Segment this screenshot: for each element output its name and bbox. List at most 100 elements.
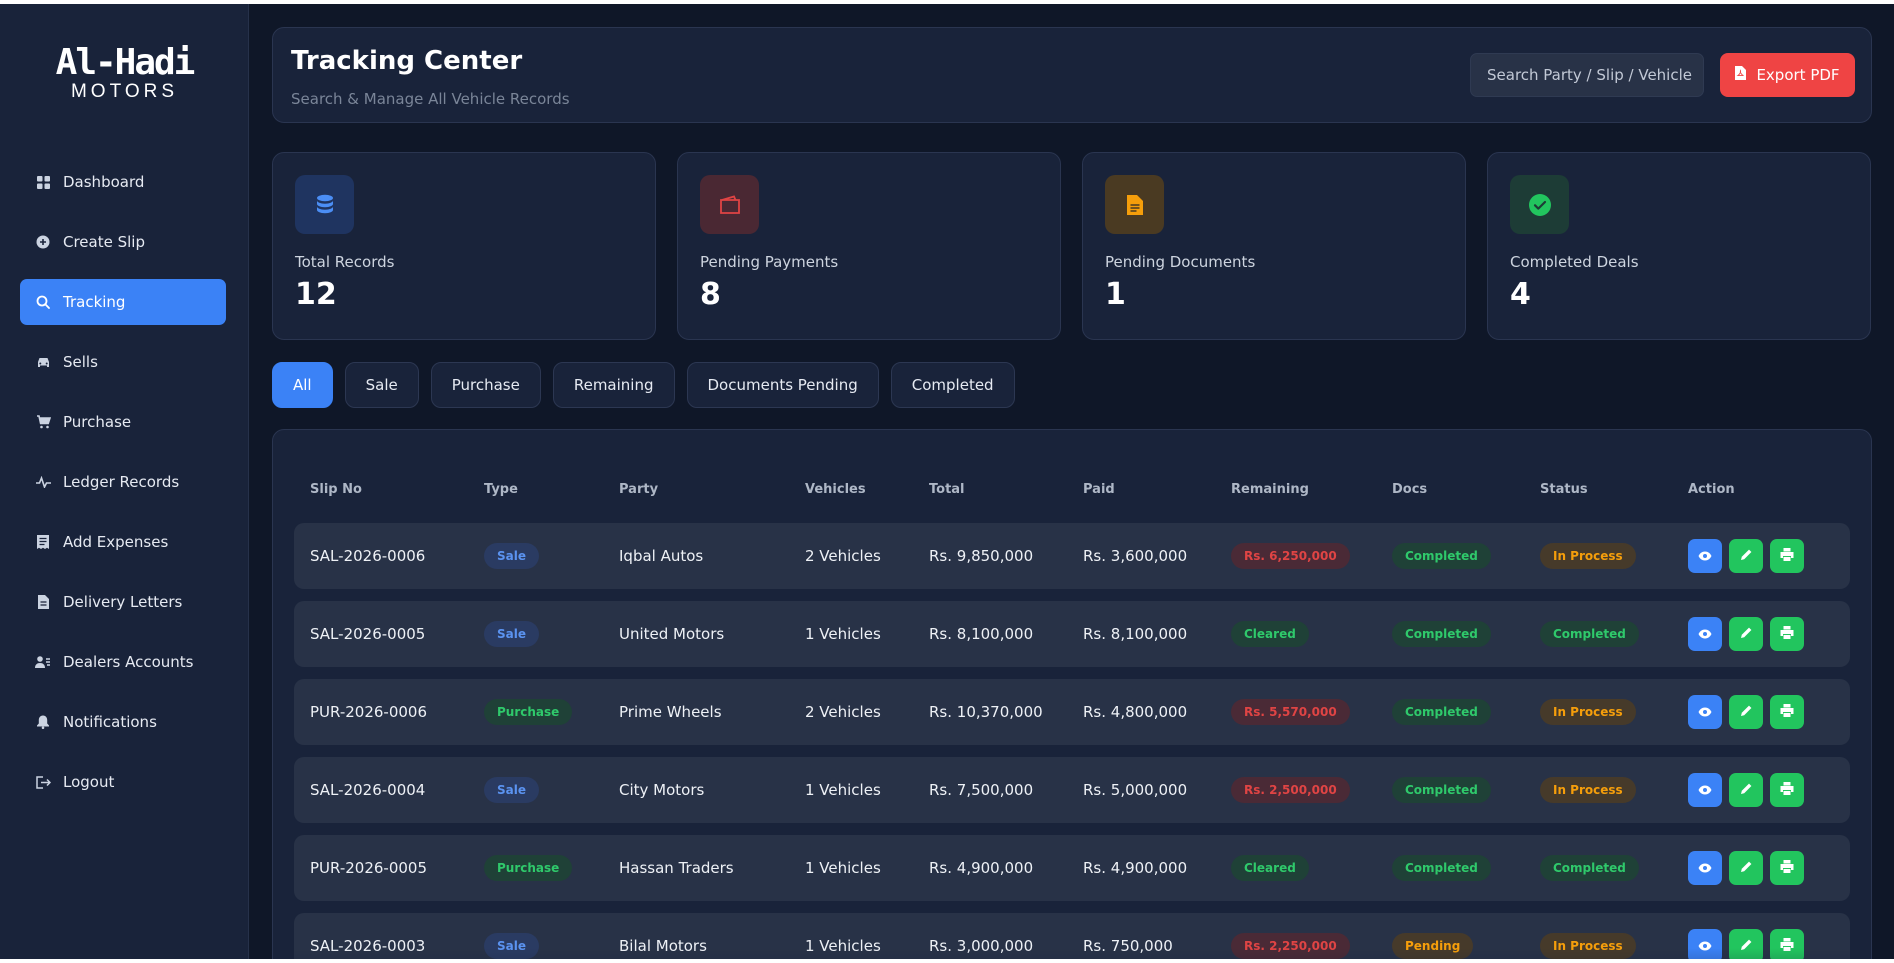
edit-button[interactable] [1729, 539, 1763, 573]
export-pdf-button[interactable]: Export PDF [1720, 53, 1855, 97]
sidebar-item-add-expenses[interactable]: Add Expenses [20, 519, 226, 565]
edit-button[interactable] [1729, 617, 1763, 651]
view-button[interactable] [1688, 929, 1722, 959]
vehicle-count: 1 Vehicles [805, 625, 881, 643]
docs-badge: Completed [1392, 777, 1491, 803]
database-icon [295, 175, 354, 234]
table-row[interactable]: SAL-2026-0004 Sale City Motors 1 Vehicle… [294, 757, 1850, 823]
sidebar-item-label: Sells [63, 353, 98, 371]
printer-icon [1780, 937, 1794, 955]
sidebar-item-ledger-records[interactable]: Ledger Records [20, 459, 226, 505]
pulse-icon [35, 474, 51, 490]
sidebar-item-label: Logout [63, 773, 115, 791]
total-amount: Rs. 4,900,000 [929, 859, 1034, 877]
paid-amount: Rs. 4,800,000 [1083, 703, 1188, 721]
remaining-badge: Rs. 2,250,000 [1231, 933, 1350, 959]
edit-button[interactable] [1729, 773, 1763, 807]
stat-label: Completed Deals [1510, 253, 1639, 271]
stat-value: 12 [295, 277, 337, 312]
filter-tabs: All Sale Purchase Remaining Documents Pe… [272, 362, 1015, 408]
filter-sale[interactable]: Sale [344, 362, 419, 408]
table-row[interactable]: SAL-2026-0003 Sale Bilal Motors 1 Vehicl… [294, 913, 1850, 959]
column-header-vehicles: Vehicles [805, 482, 866, 497]
sidebar-item-delivery-letters[interactable]: Delivery Letters [20, 579, 226, 625]
view-button[interactable] [1688, 851, 1722, 885]
print-button[interactable] [1770, 929, 1804, 959]
sidebar-item-tracking[interactable]: Tracking [20, 279, 226, 325]
print-button[interactable] [1770, 539, 1804, 573]
type-badge: Sale [484, 621, 539, 647]
filter-purchase[interactable]: Purchase [430, 362, 541, 408]
sidebar-nav: Dashboard Create Slip Tracking Sells Pur… [20, 159, 226, 819]
eye-icon [1698, 859, 1712, 877]
column-header-paid: Paid [1083, 482, 1115, 497]
type-badge: Purchase [484, 699, 573, 725]
brand-logo[interactable]: Al-Hadi MOTORS [0, 44, 249, 102]
sidebar-item-dealers-accounts[interactable]: Dealers Accounts [20, 639, 226, 685]
column-header-slip-no: Slip No [310, 482, 362, 497]
vehicle-count: 2 Vehicles [805, 703, 881, 721]
party-name: United Motors [619, 625, 725, 643]
sidebar-item-purchase[interactable]: Purchase [20, 399, 226, 445]
print-button[interactable] [1770, 851, 1804, 885]
sidebar-item-dashboard[interactable]: Dashboard [20, 159, 226, 205]
view-button[interactable] [1688, 539, 1722, 573]
sidebar-item-create-slip[interactable]: Create Slip [20, 219, 226, 265]
receipt-icon [35, 534, 51, 550]
search-input[interactable] [1470, 53, 1704, 97]
table-row[interactable]: PUR-2026-0006 Purchase Prime Wheels 2 Ve… [294, 679, 1850, 745]
paid-amount: Rs. 750,000 [1083, 937, 1173, 955]
party-name: Bilal Motors [619, 937, 707, 955]
edit-button[interactable] [1729, 695, 1763, 729]
slip-no: PUR-2026-0006 [310, 703, 428, 721]
total-amount: Rs. 7,500,000 [929, 781, 1034, 799]
slip-no: SAL-2026-0003 [310, 937, 426, 955]
vehicle-count: 2 Vehicles [805, 547, 881, 565]
eye-icon [1698, 625, 1712, 643]
status-badge: In Process [1540, 777, 1636, 803]
table-row[interactable]: SAL-2026-0006 Sale Iqbal Autos 2 Vehicle… [294, 523, 1850, 589]
vehicle-count: 1 Vehicles [805, 859, 881, 877]
pencil-icon [1740, 703, 1753, 721]
cart-icon [35, 414, 51, 430]
view-button[interactable] [1688, 617, 1722, 651]
type-badge: Sale [484, 777, 539, 803]
export-pdf-label: Export PDF [1756, 66, 1840, 84]
sidebar-item-logout[interactable]: Logout [20, 759, 226, 805]
column-header-docs: Docs [1392, 482, 1428, 497]
column-header-status: Status [1540, 482, 1588, 497]
edit-button[interactable] [1729, 929, 1763, 959]
paid-amount: Rs. 5,000,000 [1083, 781, 1188, 799]
status-badge: Completed [1540, 621, 1639, 647]
filter-documents-pending[interactable]: Documents Pending [686, 362, 879, 408]
table-row[interactable]: SAL-2026-0005 Sale United Motors 1 Vehic… [294, 601, 1850, 667]
party-name: Iqbal Autos [619, 547, 704, 565]
records-table: Slip No Type Party Vehicles Total Paid R… [272, 429, 1872, 959]
status-badge: In Process [1540, 699, 1636, 725]
stat-card-pending-payments: Pending Payments 8 [677, 152, 1061, 340]
print-button[interactable] [1770, 773, 1804, 807]
bell-icon [35, 714, 51, 730]
sidebar-item-label: Purchase [63, 413, 132, 431]
sidebar-item-sells[interactable]: Sells [20, 339, 226, 385]
table-row[interactable]: PUR-2026-0005 Purchase Hassan Traders 1 … [294, 835, 1850, 901]
type-badge: Sale [484, 933, 539, 959]
sidebar-item-notifications[interactable]: Notifications [20, 699, 226, 745]
party-name: City Motors [619, 781, 705, 799]
filter-completed[interactable]: Completed [890, 362, 1015, 408]
edit-button[interactable] [1729, 851, 1763, 885]
party-name: Prime Wheels [619, 703, 722, 721]
pencil-icon [1740, 781, 1753, 799]
view-button[interactable] [1688, 695, 1722, 729]
printer-icon [1780, 781, 1794, 799]
print-button[interactable] [1770, 617, 1804, 651]
print-button[interactable] [1770, 695, 1804, 729]
printer-icon [1780, 703, 1794, 721]
total-amount: Rs. 8,100,000 [929, 625, 1034, 643]
filter-remaining[interactable]: Remaining [552, 362, 675, 408]
grid-icon [35, 174, 51, 190]
slip-no: SAL-2026-0004 [310, 781, 426, 799]
filter-all[interactable]: All [272, 362, 333, 408]
table-header: Slip No Type Party Vehicles Total Paid R… [273, 482, 1871, 502]
view-button[interactable] [1688, 773, 1722, 807]
